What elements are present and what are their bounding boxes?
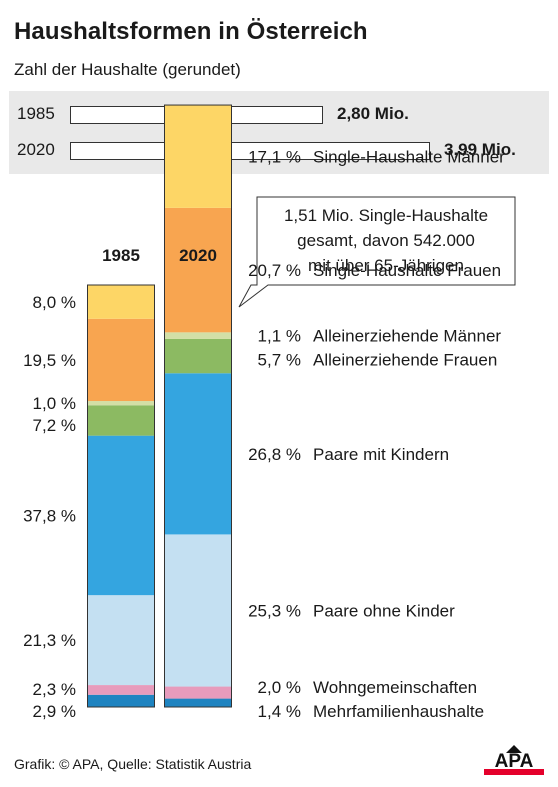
right-percent-label: 1,1 % bbox=[258, 327, 301, 346]
callout-line: 1,51 Mio. Single-Haushalte bbox=[284, 206, 488, 225]
right-percent-label: 5,7 % bbox=[258, 351, 301, 370]
bar-segment bbox=[164, 698, 232, 707]
bar-segment bbox=[164, 373, 232, 535]
right-percent-label: 2,0 % bbox=[258, 678, 301, 697]
left-percent-label: 7,2 % bbox=[33, 416, 76, 435]
logo-bar bbox=[484, 769, 544, 775]
right-percent-label: 20,7 % bbox=[248, 261, 301, 280]
right-percent-label: 26,8 % bbox=[248, 445, 301, 464]
left-percent-label: 19,5 % bbox=[23, 351, 76, 370]
bar-segment bbox=[87, 401, 155, 406]
right-percent-label: 25,3 % bbox=[248, 602, 301, 621]
chart-title: Haushaltsformen in Österreich bbox=[14, 18, 368, 45]
right-percent-label: 1,4 % bbox=[258, 702, 301, 721]
logo-triangle-icon bbox=[506, 745, 522, 753]
bar-segment bbox=[164, 332, 232, 339]
series-name-label: Wohngemeinschaften bbox=[313, 678, 477, 697]
bar-segment bbox=[87, 285, 155, 319]
bar-segment bbox=[87, 435, 155, 596]
total-value-2020: 3,99 Mio. bbox=[444, 140, 516, 159]
total-year-2020: 2020 bbox=[17, 140, 55, 159]
callout-single-households: 1,51 Mio. Single-Haushalte gesamt, davon… bbox=[238, 196, 516, 308]
bar-segment bbox=[164, 534, 232, 687]
source-note: Grafik: © APA, Quelle: Statistik Austria bbox=[14, 756, 252, 772]
left-percent-label: 21,3 % bbox=[23, 631, 76, 650]
left-percent-label: 37,8 % bbox=[23, 506, 76, 525]
bar-segment bbox=[87, 685, 155, 695]
column-header: 2020 bbox=[179, 246, 217, 265]
series-name-label: Single-Haushalte Frauen bbox=[313, 261, 501, 280]
callout-line: mit über 65-Jährigen bbox=[308, 256, 464, 275]
series-name-label: Mehrfamilienhaushalte bbox=[313, 702, 484, 721]
total-year-1985: 1985 bbox=[17, 104, 55, 123]
column-header: 1985 bbox=[102, 246, 140, 265]
bar-segment bbox=[87, 318, 155, 402]
callout-line: gesamt, davon 542.000 bbox=[297, 231, 475, 250]
apa-logo: APA bbox=[484, 745, 544, 775]
bar-segment bbox=[164, 207, 232, 333]
total-value-1985: 2,80 Mio. bbox=[337, 104, 409, 123]
right-percent-label: 17,1 % bbox=[248, 148, 301, 167]
series-name-label: Paare mit Kindern bbox=[313, 445, 449, 464]
chart-subtitle: Zahl der Haushalte (gerundet) bbox=[14, 60, 241, 79]
bar-segment bbox=[87, 405, 155, 436]
bar-segment bbox=[164, 686, 232, 699]
series-name-label: Alleinerziehende Frauen bbox=[313, 351, 497, 370]
bar-segment bbox=[164, 338, 232, 374]
bar-segment bbox=[87, 595, 155, 686]
bar-segment bbox=[164, 105, 232, 208]
series-name-label: Paare ohne Kinder bbox=[313, 602, 455, 621]
left-percent-label: 1,0 % bbox=[33, 394, 76, 413]
left-percent-label: 8,0 % bbox=[33, 293, 76, 312]
total-bar-2020 bbox=[70, 142, 430, 160]
bar-outline bbox=[87, 284, 155, 708]
series-name-label: Alleinerziehende Männer bbox=[313, 327, 501, 346]
left-percent-label: 2,9 % bbox=[33, 702, 76, 721]
bar-segment bbox=[87, 694, 155, 707]
bar-outline bbox=[164, 104, 232, 708]
series-name-label: Single-Haushalte Männer bbox=[313, 148, 505, 167]
logo-text: APA bbox=[495, 751, 534, 772]
left-percent-label: 2,3 % bbox=[33, 680, 76, 699]
